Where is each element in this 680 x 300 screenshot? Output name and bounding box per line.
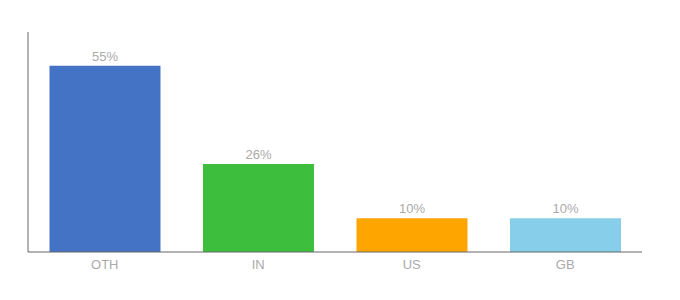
svg-text:OTH: OTH — [91, 257, 118, 272]
svg-text:10%: 10% — [399, 201, 425, 216]
svg-text:55%: 55% — [92, 49, 118, 64]
svg-text:26%: 26% — [245, 147, 271, 162]
svg-text:GB: GB — [556, 257, 575, 272]
svg-text:10%: 10% — [552, 201, 578, 216]
svg-text:US: US — [403, 257, 421, 272]
svg-text:IN: IN — [252, 257, 265, 272]
